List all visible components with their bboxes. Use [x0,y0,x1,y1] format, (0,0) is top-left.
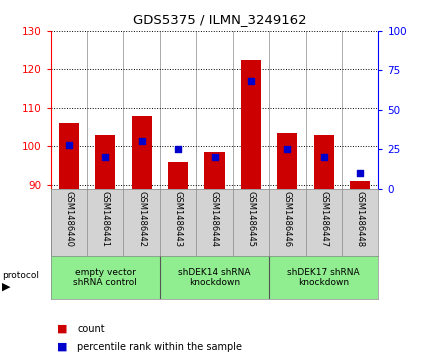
Text: GSM1486447: GSM1486447 [319,191,328,247]
Bar [59,123,79,189]
Text: count: count [77,323,105,334]
Text: empty vector
shRNA control: empty vector shRNA control [73,268,137,287]
Point [175,146,182,152]
Point [320,154,327,160]
Text: GSM1486444: GSM1486444 [210,191,219,247]
Text: GSM1486441: GSM1486441 [101,191,110,247]
Bar [168,162,188,189]
Text: GDS5375 / ILMN_3249162: GDS5375 / ILMN_3249162 [133,13,307,26]
Bar [350,181,370,189]
Bar [95,135,115,189]
Point [102,154,109,160]
Point [138,139,145,144]
Bar [314,135,334,189]
Text: ▶: ▶ [2,281,11,291]
Bar [205,152,224,189]
Point [357,170,364,176]
Text: GSM1486440: GSM1486440 [64,191,73,247]
Text: ■: ■ [57,323,68,334]
Text: GSM1486442: GSM1486442 [137,191,146,247]
Bar [132,115,152,189]
Point [284,146,291,152]
Text: GSM1486446: GSM1486446 [283,191,292,247]
Text: GSM1486448: GSM1486448 [356,191,365,247]
Text: shDEK17 shRNA
knockdown: shDEK17 shRNA knockdown [287,268,360,287]
Bar [241,60,261,189]
Text: shDEK14 shRNA
knockdown: shDEK14 shRNA knockdown [178,268,251,287]
Text: GSM1486443: GSM1486443 [173,191,183,247]
Point [211,154,218,160]
Bar [277,133,297,189]
Point [247,78,254,84]
Point [65,142,72,147]
Text: protocol: protocol [2,271,39,280]
Text: GSM1486445: GSM1486445 [246,191,256,247]
Text: ■: ■ [57,342,68,352]
Text: percentile rank within the sample: percentile rank within the sample [77,342,242,352]
